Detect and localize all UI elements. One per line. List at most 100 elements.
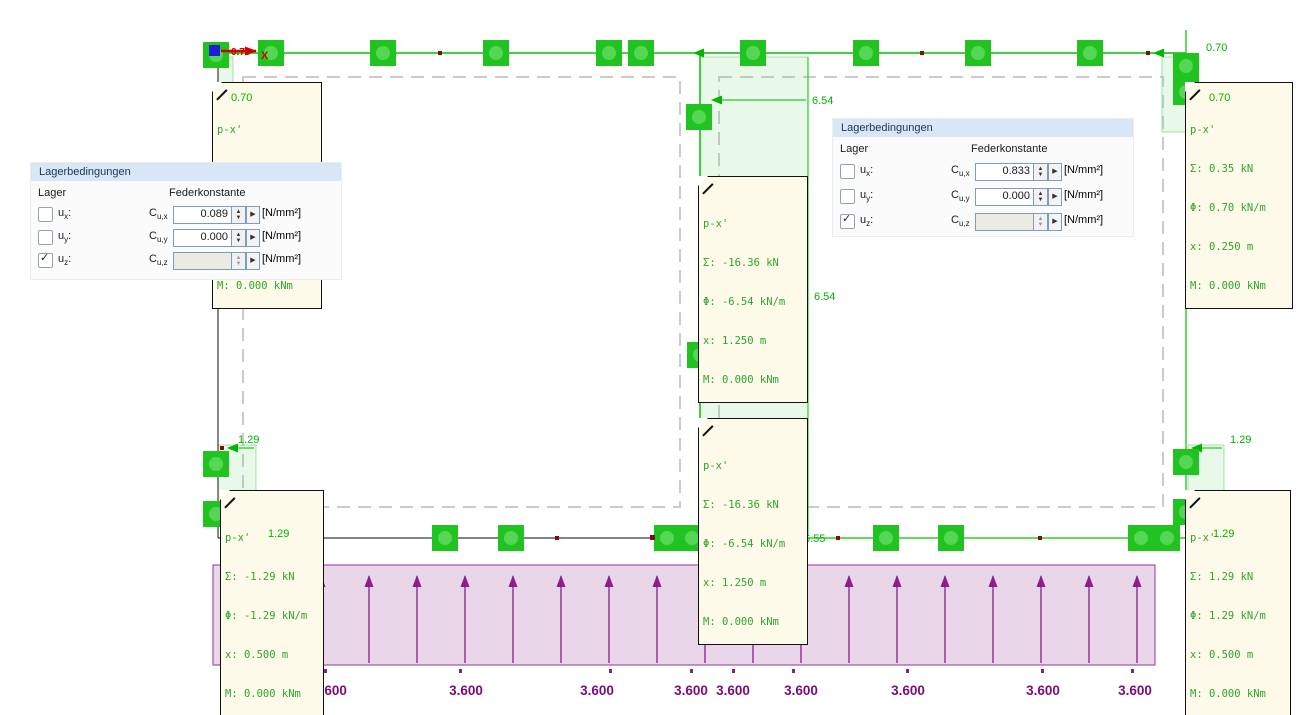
spinner-down-icon[interactable]: ▼ xyxy=(1037,197,1044,203)
result-callout-bottom-right[interactable]: p-x' Σ: 1.29 kN Φ: 1.29 kN/m x: 0.500 m … xyxy=(1184,489,1291,715)
callout-moment: M: 0.000 kNm xyxy=(217,280,293,292)
support-node[interactable] xyxy=(654,525,680,551)
support-node[interactable] xyxy=(258,40,284,66)
unit-label: [N/mm²] xyxy=(1064,164,1104,176)
span-dimension: 3.600 xyxy=(1026,683,1060,698)
spring-constant-input[interactable]: 0.000 ▲ ▼ xyxy=(975,188,1048,206)
callout-title: p-x' xyxy=(1190,124,1216,136)
dim-tick xyxy=(906,669,909,673)
spinner-up-icon[interactable]: ▲ xyxy=(235,209,242,215)
mesh-node[interactable] xyxy=(650,535,655,540)
result-callout-top-right[interactable]: p-x' Σ: 0.35 kN Φ: 0.70 kN/m x: 0.250 m … xyxy=(1184,81,1293,309)
spinner-up-icon[interactable]: ▲ xyxy=(1037,191,1044,197)
mesh-node[interactable] xyxy=(555,536,559,540)
callout-moment: M: 0.000 kNm xyxy=(703,616,779,628)
spinner[interactable]: ▲ ▼ xyxy=(231,207,245,223)
dimension-label-overlay: 0.70 xyxy=(231,92,253,104)
support-node[interactable] xyxy=(498,525,524,551)
spinner-up-icon: ▲ xyxy=(235,255,242,261)
detail-button[interactable]: ▶ xyxy=(246,229,260,247)
dof-label: ux: xyxy=(860,164,874,179)
callout-fold-icon xyxy=(211,81,222,92)
spinner-down-icon[interactable]: ▼ xyxy=(235,238,242,244)
callout-fold-icon xyxy=(1184,81,1195,92)
detail-button[interactable]: ▶ xyxy=(1048,188,1062,206)
spring-constant-input[interactable]: 0.089 ▲ ▼ xyxy=(173,206,246,224)
support-node[interactable] xyxy=(370,40,396,66)
detail-button[interactable]: ▶ xyxy=(1048,213,1062,231)
mesh-node[interactable] xyxy=(1146,51,1150,55)
callout-x: x: 1.250 m xyxy=(703,335,767,347)
checkbox-uy[interactable] xyxy=(38,230,53,245)
support-node[interactable] xyxy=(596,40,622,66)
axis-x-label: X xyxy=(261,50,269,62)
support-row-uz: ✓ uz: Cu,z ▲ ▼ ▶ [N/mm²] xyxy=(31,252,341,270)
unit-label: [N/mm²] xyxy=(262,230,302,242)
spinner[interactable]: ▲ ▼ xyxy=(1033,164,1047,180)
support-node[interactable] xyxy=(628,40,654,66)
support-row-ux: ux: Cu,x 0.089 ▲ ▼ ▶ [N/mm²] xyxy=(31,206,341,224)
dof-label: uy: xyxy=(860,189,874,204)
checkbox-uz[interactable]: ✓ xyxy=(38,252,53,268)
check-icon: ✓ xyxy=(40,252,50,264)
mesh-node[interactable] xyxy=(920,51,924,55)
spinner-up-icon: ▲ xyxy=(1037,216,1044,222)
callout-title: p-x' xyxy=(703,460,729,472)
detail-button[interactable]: ▶ xyxy=(246,252,260,270)
support-node[interactable] xyxy=(740,40,766,66)
spinner-down-icon[interactable]: ▼ xyxy=(235,215,242,221)
support-node[interactable] xyxy=(1173,53,1199,79)
checkbox-ux[interactable] xyxy=(38,207,53,222)
callout-moment: M: 0.000 kNm xyxy=(1190,688,1266,700)
support-conditions-panel-left: Lagerbedingungen Lager Federkonstante ux… xyxy=(30,162,342,280)
spring-constant-label: Cu,x xyxy=(951,164,970,179)
span-dimension: 3.600 xyxy=(580,683,614,698)
result-callout-middle-top[interactable]: p-x' Σ: -16.36 kN Φ: -6.54 kN/m x: 1.250… xyxy=(697,175,808,403)
support-node[interactable] xyxy=(853,40,879,66)
spring-constant-label: Cu,y xyxy=(951,189,970,204)
support-node[interactable] xyxy=(1077,40,1103,66)
detail-button[interactable]: ▶ xyxy=(1048,163,1062,181)
callout-x: x: 0.250 m xyxy=(1190,241,1254,253)
support-node[interactable] xyxy=(432,525,458,551)
detail-button[interactable]: ▶ xyxy=(246,206,260,224)
spring-constant-input[interactable]: 0.833 ▲ ▼ xyxy=(975,163,1048,181)
surface-load-band[interactable] xyxy=(212,564,1156,666)
support-node[interactable] xyxy=(203,451,229,477)
spring-constant-label: Cu,z xyxy=(149,253,168,268)
dimension-label: 1.29 xyxy=(238,434,259,446)
selected-node-handle[interactable] xyxy=(209,45,220,56)
support-node[interactable] xyxy=(483,40,509,66)
unit-label: [N/mm²] xyxy=(262,253,302,265)
span-dimension: 3.600 xyxy=(716,683,750,698)
spinner-down-icon: ▼ xyxy=(235,261,242,267)
mesh-node[interactable] xyxy=(220,446,224,450)
support-node[interactable] xyxy=(965,40,991,66)
checkbox-ux[interactable] xyxy=(840,164,855,179)
column-header-support: Lager xyxy=(840,143,869,155)
checkbox-uz[interactable]: ✓ xyxy=(840,213,855,229)
callout-x: x: 1.250 m xyxy=(703,577,767,589)
spinner-down-icon[interactable]: ▼ xyxy=(1037,172,1044,178)
support-node[interactable] xyxy=(873,525,899,551)
unit-label: [N/mm²] xyxy=(262,207,302,219)
spinner-up-icon[interactable]: ▲ xyxy=(235,232,242,238)
mesh-node[interactable] xyxy=(438,51,442,55)
callout-phi: Φ: -1.29 kN/m xyxy=(225,610,308,622)
spinner[interactable]: ▲ ▼ xyxy=(1033,189,1047,205)
spinner[interactable]: ▲ ▼ xyxy=(231,230,245,246)
result-callout-bottom-left[interactable]: p-x' Σ: -1.29 kN Φ: -1.29 kN/m x: 0.500 … xyxy=(219,489,324,715)
support-node[interactable] xyxy=(938,525,964,551)
result-callout-middle-bottom[interactable]: p-x' Σ: -16.36 kN Φ: -6.54 kN/m x: 1.250… xyxy=(697,417,808,645)
spring-constant-input[interactable]: 0.000 ▲ ▼ xyxy=(173,229,246,247)
checkbox-uy[interactable] xyxy=(840,189,855,204)
mesh-node[interactable] xyxy=(836,536,840,540)
support-node[interactable] xyxy=(1173,449,1199,475)
dim-tick xyxy=(609,669,612,673)
spinner-up-icon[interactable]: ▲ xyxy=(1037,166,1044,172)
support-node[interactable] xyxy=(1128,525,1154,551)
column-header-spring: Federkonstante xyxy=(971,143,1048,155)
support-node[interactable] xyxy=(1154,525,1180,551)
mesh-node[interactable] xyxy=(1038,536,1042,540)
support-node[interactable] xyxy=(686,104,712,130)
